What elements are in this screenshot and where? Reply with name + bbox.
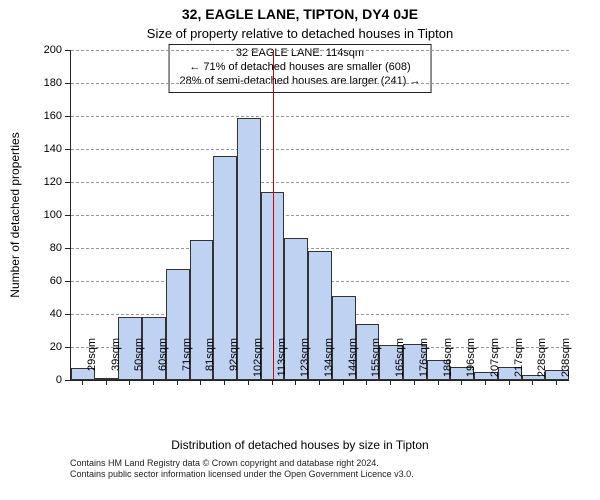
x-tick xyxy=(295,380,296,385)
gridline xyxy=(71,248,569,249)
y-tick xyxy=(65,83,70,84)
x-tick-label: 176sqm xyxy=(418,338,430,388)
chart-container: 32, EAGLE LANE, TIPTON, DY4 0JE Size of … xyxy=(0,0,600,500)
y-tick xyxy=(65,116,70,117)
y-tick-label: 0 xyxy=(0,374,62,386)
x-tick-label: 186sqm xyxy=(442,338,454,388)
x-tick-label: 39sqm xyxy=(110,338,122,388)
chart-subtitle: Size of property relative to detached ho… xyxy=(0,26,600,41)
reference-line xyxy=(273,50,274,380)
x-tick xyxy=(509,380,510,385)
x-tick-label: 155sqm xyxy=(370,338,382,388)
y-tick xyxy=(65,50,70,51)
y-tick-label: 180 xyxy=(0,77,62,89)
y-tick xyxy=(65,182,70,183)
y-tick-label: 80 xyxy=(0,242,62,254)
x-tick xyxy=(461,380,462,385)
x-axis-label: Distribution of detached houses by size … xyxy=(0,438,600,452)
x-tick-label: 144sqm xyxy=(347,338,359,388)
x-tick xyxy=(272,380,273,385)
x-tick xyxy=(343,380,344,385)
y-tick xyxy=(65,347,70,348)
x-tick xyxy=(532,380,533,385)
x-tick xyxy=(248,380,249,385)
x-tick-label: 134sqm xyxy=(323,338,335,388)
x-tick xyxy=(153,380,154,385)
x-tick xyxy=(224,380,225,385)
gridline xyxy=(71,83,569,84)
x-tick-label: 29sqm xyxy=(86,338,98,388)
x-tick xyxy=(177,380,178,385)
y-tick-label: 200 xyxy=(0,44,62,56)
y-tick-label: 20 xyxy=(0,341,62,353)
x-tick xyxy=(82,380,83,385)
gridline xyxy=(71,182,569,183)
gridline xyxy=(71,116,569,117)
y-tick xyxy=(65,380,70,381)
x-tick-label: 92sqm xyxy=(228,338,240,388)
x-tick-label: 228sqm xyxy=(536,338,548,388)
x-tick xyxy=(414,380,415,385)
x-tick xyxy=(129,380,130,385)
y-tick-label: 140 xyxy=(0,143,62,155)
x-tick xyxy=(438,380,439,385)
x-tick-label: 207sqm xyxy=(489,338,501,388)
x-tick xyxy=(556,380,557,385)
y-tick xyxy=(65,248,70,249)
x-tick-label: 196sqm xyxy=(465,338,477,388)
x-tick-label: 50sqm xyxy=(133,338,145,388)
x-tick xyxy=(485,380,486,385)
y-tick-label: 120 xyxy=(0,176,62,188)
y-tick-label: 60 xyxy=(0,275,62,287)
y-tick-label: 100 xyxy=(0,209,62,221)
x-tick xyxy=(366,380,367,385)
plot-area xyxy=(70,50,569,381)
gridline xyxy=(71,215,569,216)
x-tick-label: 60sqm xyxy=(157,338,169,388)
x-tick xyxy=(319,380,320,385)
x-tick-label: 81sqm xyxy=(204,338,216,388)
x-tick-label: 102sqm xyxy=(252,338,264,388)
y-tick xyxy=(65,314,70,315)
gridline xyxy=(71,50,569,51)
footnote: Contains HM Land Registry data © Crown c… xyxy=(70,458,590,481)
chart-title: 32, EAGLE LANE, TIPTON, DY4 0JE xyxy=(0,6,600,22)
x-tick-label: 165sqm xyxy=(394,338,406,388)
x-tick-label: 217sqm xyxy=(513,338,525,388)
y-tick xyxy=(65,215,70,216)
y-tick xyxy=(65,281,70,282)
footnote-line-1: Contains HM Land Registry data © Crown c… xyxy=(70,458,590,469)
y-tick xyxy=(65,149,70,150)
gridline xyxy=(71,149,569,150)
x-tick xyxy=(200,380,201,385)
x-tick-label: 71sqm xyxy=(181,338,193,388)
x-tick-label: 238sqm xyxy=(560,338,572,388)
footnote-line-2: Contains public sector information licen… xyxy=(70,469,590,480)
x-tick xyxy=(390,380,391,385)
x-tick xyxy=(106,380,107,385)
x-tick-label: 113sqm xyxy=(276,338,288,388)
y-tick-label: 40 xyxy=(0,308,62,320)
x-tick-label: 123sqm xyxy=(299,338,311,388)
y-tick-label: 160 xyxy=(0,110,62,122)
